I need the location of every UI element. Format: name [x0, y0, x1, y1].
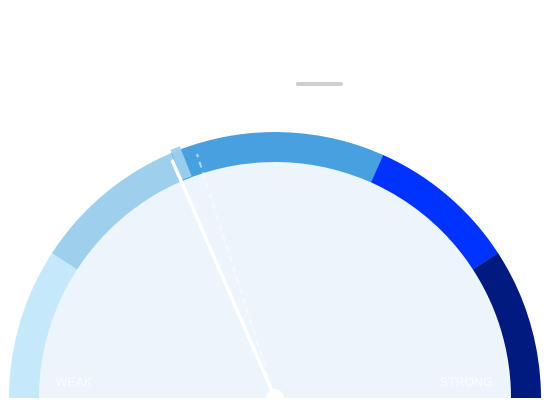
gauge-segment-2	[51, 153, 183, 270]
strong-label: STRONG	[440, 375, 493, 389]
gauge-needle[interactable]	[170, 159, 277, 400]
gauge-segment-5	[472, 253, 541, 398]
drag-handle[interactable]	[296, 82, 343, 86]
gauge-segment-4	[370, 154, 499, 270]
gauge-face	[39, 162, 511, 398]
needle-marker	[170, 146, 192, 180]
gauge-segment-1	[9, 253, 78, 398]
gauge-segment-3	[171, 132, 384, 183]
weak-label: WEAK	[56, 375, 93, 389]
needle-hub	[266, 389, 284, 407]
ghost-needle	[196, 153, 276, 399]
